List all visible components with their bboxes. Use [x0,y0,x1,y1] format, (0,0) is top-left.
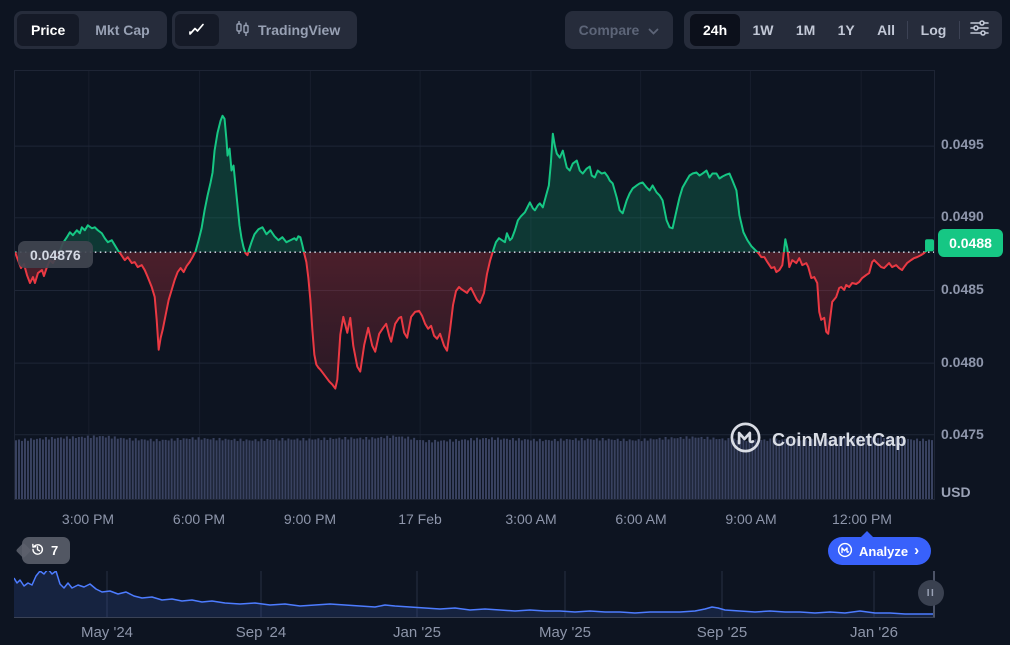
main-chart-canvas[interactable] [14,70,935,500]
log-toggle[interactable]: Log [911,14,957,46]
navigator-tick: Jan '26 [850,624,898,641]
mktcap-tab[interactable]: Mkt Cap [81,14,163,46]
range-1m[interactable]: 1M [786,14,825,46]
analyze-button[interactable]: Analyze › [828,531,932,565]
x-axis-tick: 12:00 PM [832,511,892,527]
chart-type-toggle: TradingView [172,11,358,49]
range-24h-label: 24h [703,22,728,38]
history-badge[interactable]: 7 [22,537,71,564]
chevron-down-icon [648,22,659,38]
current-price-badge: 0.0488 [938,229,1003,257]
y-axis-tick: 0.0475 [941,426,984,442]
x-axis-tick: 6:00 PM [172,511,226,527]
compare-button[interactable]: Compare [565,11,673,49]
compare-label: Compare [578,22,640,38]
price-tab[interactable]: Price [17,14,80,46]
navigator-tick: Jan '25 [393,624,441,641]
tradingview-label: TradingView [258,22,341,38]
navigator-canvas[interactable] [14,571,935,618]
coinmarketcap-watermark: CoinMarketCap [729,421,907,459]
cmc-analyze-logo-icon [837,542,853,561]
x-axis-tick: 17 Feb [398,511,442,527]
log-label: Log [920,22,947,38]
navigator-tick: Sep '24 [235,624,287,641]
analyze-label: Analyze [859,543,909,559]
navigator-tick: Sep '25 [696,624,748,641]
range-1y-label: 1Y [837,22,855,38]
mktcap-tab-label: Mkt Cap [95,22,150,38]
y-axis-tick: 0.0485 [941,281,984,297]
separator [907,21,909,39]
coinmarketcap-logo-icon [729,421,762,459]
history-icon [30,542,45,560]
price-tab-label: Price [31,22,66,38]
x-axis-tick: 3:00 PM [61,511,115,527]
line-chart-tab[interactable] [175,14,219,46]
range-1m-label: 1M [795,22,816,38]
x-axis-tick: 9:00 AM [725,511,777,527]
sliders-icon [969,19,989,41]
line-chart-icon [188,21,206,40]
y-axis-tick: 0.0490 [941,208,984,224]
navigator-tick: May '25 [538,624,592,641]
x-axis-tick: 3:00 AM [505,511,557,527]
y-axis-tick: 0.0480 [941,354,984,370]
y-axis-tick: 0.0495 [941,136,984,152]
range-24h[interactable]: 24h [690,14,741,46]
range-1w[interactable]: 1W [742,14,783,46]
range-all[interactable]: All [867,14,905,46]
x-axis-tick: 6:00 AM [615,511,667,527]
price-mktcap-toggle: Price Mkt Cap [14,11,167,49]
x-axis-tick: 9:00 PM [283,511,337,527]
navigator-tick: May '24 [80,624,134,641]
baseline-price-label: 0.04876 [18,241,93,268]
history-count: 7 [51,543,59,558]
chevron-right-icon: › [914,542,920,559]
navigator-handle[interactable]: II [918,580,944,606]
range-1w-label: 1W [752,22,774,38]
chart-settings-button[interactable] [962,14,996,46]
tradingview-tab[interactable]: TradingView [221,14,354,46]
candlestick-icon [235,20,250,40]
range-selector: 24h 1W 1M 1Y All Log [684,11,1002,49]
range-all-label: All [877,22,895,38]
y-axis-unit: USD [941,484,971,500]
range-1y[interactable]: 1Y [828,14,865,46]
separator [958,21,960,39]
